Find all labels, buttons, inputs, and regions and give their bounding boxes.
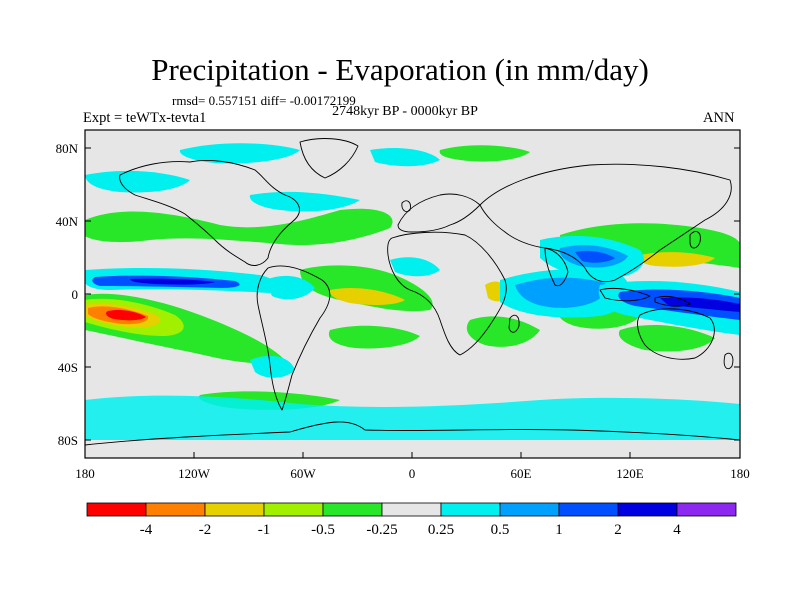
field-cyan-southern-ocean [85, 395, 740, 440]
field-darkblue-west-pacific [660, 297, 740, 312]
colorbar-box [676, 502, 737, 517]
colorbar-label: 2 [614, 522, 622, 538]
latitude-labels: 80N 40N 0 40S 80S [56, 141, 79, 448]
coast-asia [479, 163, 732, 283]
lat-label-40s: 40S [58, 360, 78, 375]
lon-label-60w: 60W [290, 466, 316, 481]
field-cyan-atlantic-storm [249, 191, 360, 212]
lon-label-120e: 120E [616, 466, 644, 481]
field-red-south-pacific [106, 309, 146, 321]
lon-label-180w: 180 [75, 466, 95, 481]
longitude-labels: 180 120W 60W 0 60E 120E 180 [75, 466, 750, 481]
colorbar-label: 4 [673, 522, 681, 538]
lon-label-180e: 180 [730, 466, 750, 481]
field-cyan-arctic-canada [179, 143, 300, 164]
season-label: ANN [703, 110, 735, 126]
colorbar-boxes [86, 502, 737, 517]
field-yellow-north-pacific [638, 252, 715, 267]
lat-label-80n: 80N [56, 141, 79, 156]
colorbar-box [322, 502, 383, 517]
coastlines [85, 138, 740, 446]
anomaly-field [85, 143, 740, 440]
colorbar-box [145, 502, 206, 517]
colorbar-box [263, 502, 324, 517]
colorbar-label: -4 [140, 522, 153, 538]
field-green-australia [618, 324, 715, 352]
statistics-label: rmsd= 0.557151 diff= -0.00172199 [172, 93, 356, 108]
field-yellow-atlantic [329, 288, 405, 305]
plot-title: Precipitation - Evaporation (in mm/day) [151, 52, 649, 87]
lon-label-120w: 120W [178, 466, 211, 481]
lon-label-0: 0 [409, 466, 416, 481]
colorbar-label: 0.5 [491, 522, 510, 538]
lat-label-0: 0 [72, 287, 79, 302]
coast-greenland [299, 138, 359, 179]
coast-antarctica [85, 421, 740, 446]
field-green-south-atlantic [328, 325, 420, 349]
colorbar-box [499, 502, 560, 517]
lon-label-60e: 60E [511, 466, 532, 481]
colorbar-label: -0.25 [366, 522, 397, 538]
coast-south-america [256, 265, 331, 411]
colorbar-box [86, 502, 147, 517]
coast-north-america [119, 160, 300, 266]
field-cyan-africa-west [390, 257, 440, 277]
period-label: 2748kyr BP - 0000kyr BP [332, 104, 478, 119]
field-green-north-atlantic [85, 208, 393, 246]
colorbar-labels: -4 -2 -1 -0.5 -0.25 0.25 0.5 1 2 4 [140, 522, 682, 538]
colorbar-label: -1 [258, 522, 271, 538]
lat-label-40n: 40N [56, 214, 79, 229]
colorbar-label: 1 [555, 522, 563, 538]
field-cyan-north-atlantic-high [370, 148, 440, 167]
coast-africa [387, 231, 507, 356]
colorbar-box [617, 502, 678, 517]
colorbar-label: 0.25 [428, 522, 454, 538]
colorbar-box [440, 502, 501, 517]
map-panel [84, 129, 741, 459]
coast-indonesia [599, 287, 691, 307]
axis-ticks [84, 147, 741, 458]
field-cyan-south-america-south [250, 355, 295, 378]
field-green-africa [466, 316, 540, 347]
experiment-label: Expt = teWTx-tevta1 [83, 110, 207, 126]
field-green-arctic [439, 145, 530, 162]
colorbar-box [204, 502, 265, 517]
coast-australia [637, 308, 715, 360]
coast-japan [689, 231, 701, 249]
field-cyan-amazon [265, 275, 315, 300]
colorbar-box [381, 502, 442, 517]
colorbar-box [558, 502, 619, 517]
coast-uk [401, 200, 411, 213]
coast-india [544, 247, 569, 287]
colorbar-label: -2 [199, 522, 212, 538]
field-darkblue-asia-monsoon [575, 250, 615, 263]
field-cyan-north-pacific [85, 170, 190, 193]
lat-label-80s: 80S [58, 433, 78, 448]
colorbar: -4 -2 -1 -0.5 -0.25 0.25 0.5 1 2 4 [86, 502, 737, 538]
colorbar-label: -0.5 [311, 522, 335, 538]
field-blue-indian-ocean [515, 277, 606, 308]
coast-madagascar [508, 314, 520, 333]
field-darkblue-itcz-pacific [130, 278, 215, 285]
coast-new-zealand [723, 352, 734, 370]
coast-europe [397, 193, 481, 233]
